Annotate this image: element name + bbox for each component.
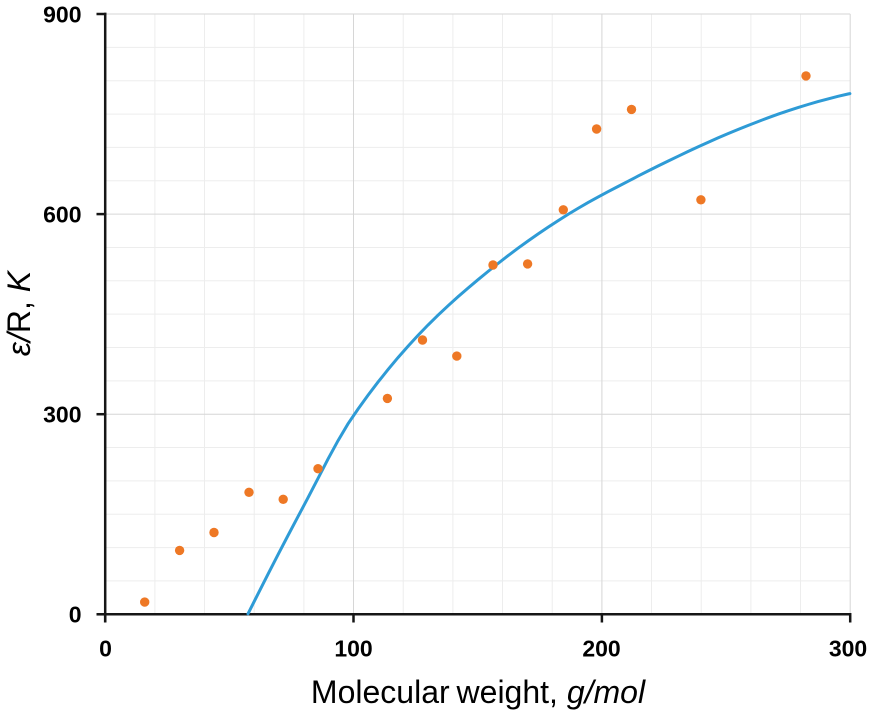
svg-text:100: 100 [334, 636, 372, 662]
svg-text:0: 0 [69, 602, 82, 628]
svg-text:ε/R, K: ε/R, K [1, 269, 37, 356]
svg-text:Molecular weight, g/mol: Molecular weight, g/mol [311, 674, 646, 710]
svg-text:300: 300 [43, 402, 81, 428]
svg-text:600: 600 [43, 201, 81, 227]
svg-text:900: 900 [43, 1, 81, 27]
svg-text:0: 0 [99, 636, 112, 662]
svg-text:200: 200 [582, 636, 620, 662]
svg-text:300: 300 [829, 636, 867, 662]
